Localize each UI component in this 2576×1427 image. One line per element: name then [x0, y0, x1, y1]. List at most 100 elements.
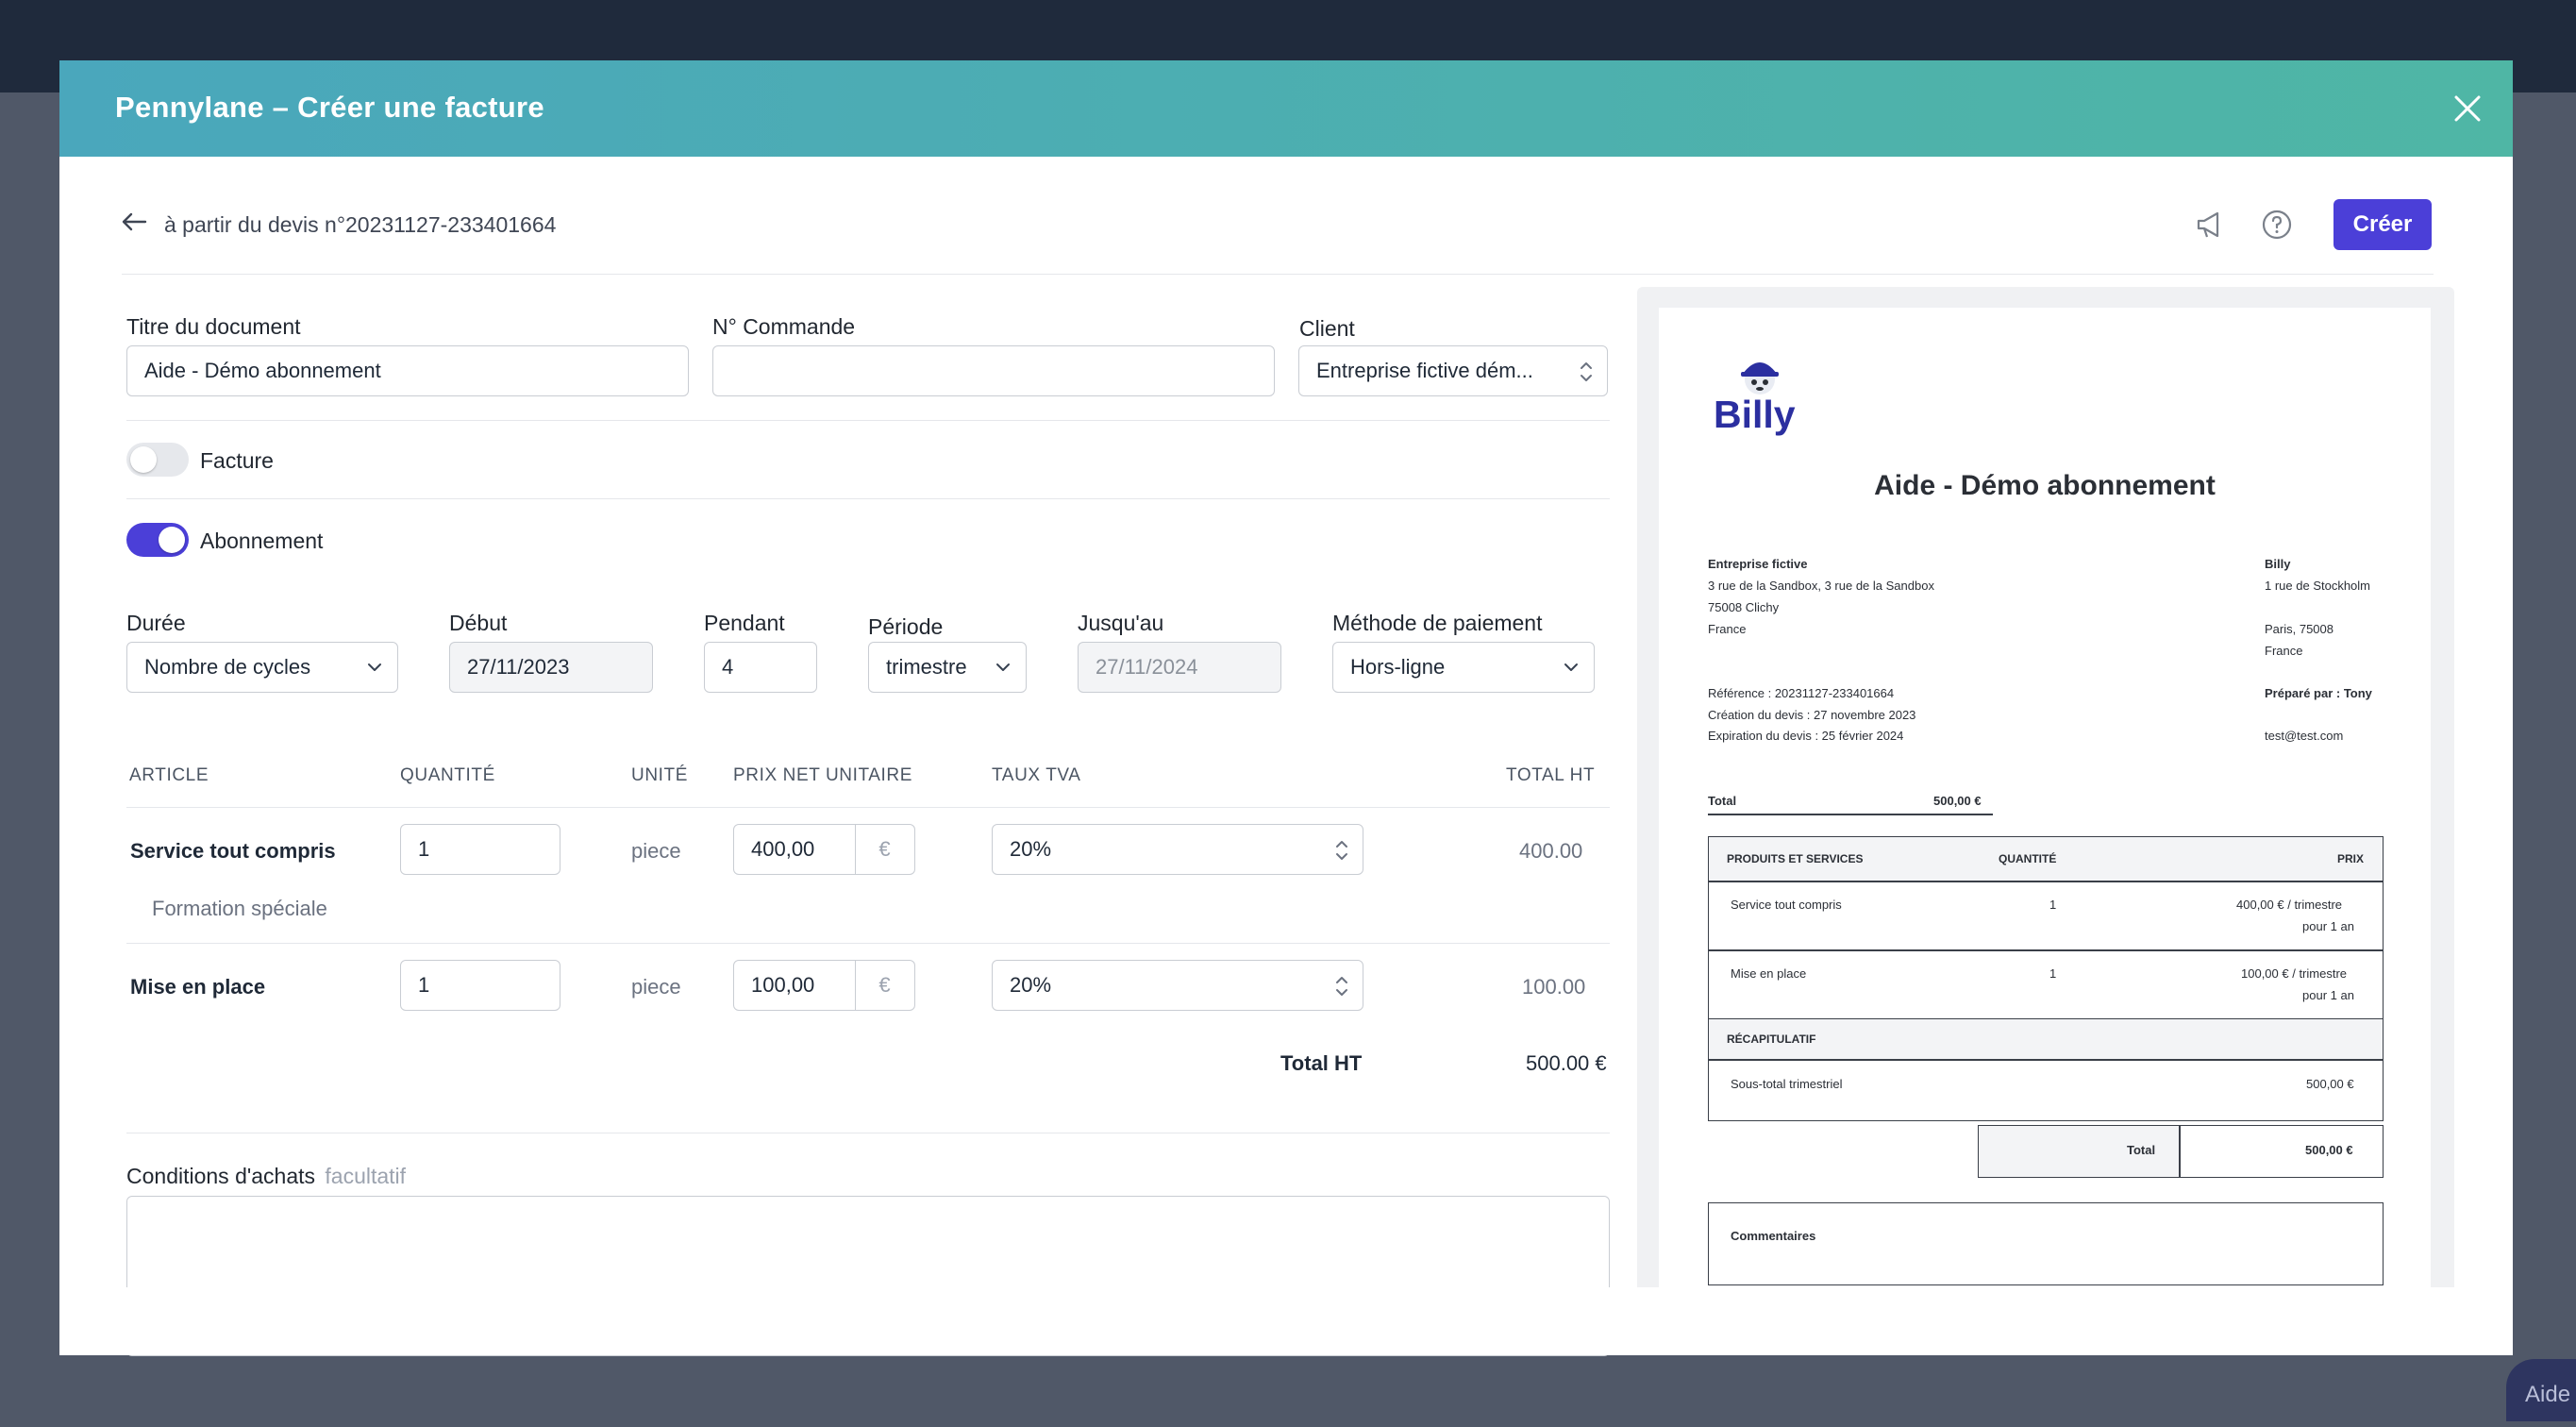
duree-select[interactable]: Nombre de cycles — [126, 642, 398, 693]
client-select[interactable]: Entreprise fictive dém... — [1298, 345, 1608, 396]
row2-prix-input[interactable]: 100,00 — [733, 960, 856, 1011]
preview-products-table — [1708, 836, 2384, 1121]
modal-title: Pennylane – Créer une facture — [115, 91, 544, 124]
periode-select[interactable]: trimestre — [868, 642, 1027, 693]
preview-row1-price1: 400,00 € / trimestre — [2236, 898, 2342, 912]
row1-tva-select[interactable]: 20% — [992, 824, 1363, 875]
preview-subtotal-label: Sous-total trimestriel — [1731, 1077, 1843, 1091]
modal-footer-spacer — [59, 1287, 2513, 1355]
preview-client-country: France — [1708, 622, 1747, 636]
methode-label: Méthode de paiement — [1332, 611, 1543, 635]
client-label: Client — [1299, 316, 1355, 341]
row2-quantite-input[interactable]: 1 — [400, 960, 560, 1011]
row1-prix-input[interactable]: 400,00 — [733, 824, 856, 875]
preview-comments-label: Commentaires — [1731, 1229, 1816, 1243]
row2-prix-value: 100,00 — [751, 973, 815, 997]
row1-quantite-value: 1 — [418, 837, 430, 861]
preview-row1-qty: 1 — [2049, 898, 2057, 912]
preview-total-label: Total — [2127, 1143, 2156, 1157]
billy-logo-text: Billy — [1714, 393, 1796, 436]
preview-client-address1: 3 rue de la Sandbox, 3 rue de la Sandbox — [1708, 579, 1934, 593]
close-icon[interactable] — [2448, 89, 2487, 128]
duree-label: Durée — [126, 611, 186, 635]
row2-tva-select[interactable]: 20% — [992, 960, 1363, 1011]
pendant-value: 4 — [722, 655, 734, 679]
preview-creation: Création du devis : 27 novembre 2023 — [1708, 708, 1916, 722]
row2-article: Mise en place — [130, 975, 266, 999]
preview-client-name: Entreprise fictive — [1708, 557, 1808, 571]
th-tva: TAUX TVA — [992, 765, 1081, 785]
updown-chevron-icon — [1336, 977, 1347, 996]
help-button[interactable]: Aide — [2506, 1359, 2576, 1421]
periode-label: Période — [868, 614, 944, 639]
megaphone-icon[interactable] — [2191, 206, 2229, 243]
row1-description: Formation spéciale — [152, 897, 327, 920]
preview-row2-qty: 1 — [2049, 966, 2057, 981]
abonnement-toggle[interactable] — [126, 523, 189, 557]
form-divider-2 — [126, 498, 1610, 499]
preview-total-value: 500,00 € — [2305, 1143, 2353, 1157]
conditions-optional: facultatif — [325, 1164, 407, 1188]
jusquau-label: Jusqu'au — [1078, 611, 1164, 635]
row1-prix-value: 400,00 — [751, 837, 815, 861]
billy-mascot-icon — [1741, 362, 1779, 395]
help-circle-icon[interactable] — [2258, 206, 2296, 243]
preview-issuer-address1: 1 rue de Stockholm — [2265, 579, 2371, 593]
commande-input[interactable] — [712, 345, 1275, 396]
row2-tva-value: 20% — [1010, 973, 1052, 997]
preview-summary-total-value: 500,00 € — [1933, 794, 1982, 808]
preview-issuer-address2: Paris, 75008 — [2265, 622, 2333, 636]
pendant-input[interactable]: 4 — [704, 642, 817, 693]
jusquau-value: 27/11/2024 — [1096, 655, 1198, 679]
th-article: ARTICLE — [129, 765, 209, 785]
chevron-down-icon — [368, 663, 381, 671]
preview-recap-divider — [1708, 1059, 2384, 1061]
duree-value: Nombre de cycles — [144, 655, 311, 679]
preview-recap-bg — [1709, 1019, 2383, 1059]
row1-article: Service tout compris — [130, 839, 336, 863]
row1-total: 400.00 — [1519, 839, 1583, 863]
create-button[interactable]: Créer — [2333, 199, 2432, 250]
row1-quantite-input[interactable]: 1 — [400, 824, 560, 875]
preview-th-quantity: QUANTITÉ — [1999, 852, 2057, 865]
preview-row1-name: Service tout compris — [1731, 898, 1842, 912]
preview-th-products: PRODUITS ET SERVICES — [1727, 852, 1864, 865]
row2-currency: € — [855, 960, 915, 1011]
th-quantite: QUANTITÉ — [400, 765, 495, 785]
chevron-down-icon — [1564, 663, 1578, 671]
facture-label: Facture — [200, 448, 274, 473]
row-divider-1 — [126, 943, 1610, 944]
debut-input[interactable]: 27/11/2023 — [449, 642, 653, 693]
preview-email: test@test.com — [2265, 729, 2344, 743]
preview-summary-underline — [1708, 814, 1993, 815]
row1-currency: € — [855, 824, 915, 875]
chevron-down-icon — [996, 663, 1010, 671]
conditions-label: Conditions d'achats facultatif — [126, 1164, 406, 1189]
preview-comments-box — [1708, 1202, 2384, 1285]
pendant-label: Pendant — [704, 611, 785, 635]
preview-row2-name: Mise en place — [1731, 966, 1807, 981]
preview-prepared-by: Préparé par : Tony — [2265, 686, 2372, 700]
jusquau-input: 27/11/2024 — [1078, 642, 1281, 693]
debut-value: 27/11/2023 — [467, 655, 570, 679]
preview-client-address2: 75008 Clichy — [1708, 600, 1780, 614]
facture-toggle[interactable] — [126, 443, 189, 477]
th-total: TOTAL HT — [1506, 765, 1596, 785]
titre-label: Titre du document — [126, 314, 301, 339]
preview-issuer-country: France — [2265, 644, 2303, 658]
preview-recap-label: RÉCAPITULATIF — [1727, 1032, 1816, 1046]
back-link[interactable]: à partir du devis n°20231127-233401664 — [121, 206, 556, 243]
row1-unite: piece — [631, 839, 681, 863]
preview-expiration: Expiration du devis : 25 février 2024 — [1708, 729, 1904, 743]
preview-reference: Référence : 20231127-233401664 — [1708, 686, 1895, 700]
titre-input[interactable]: Aide - Démo abonnement — [126, 345, 689, 396]
row2-unite: piece — [631, 975, 681, 999]
titre-value: Aide - Démo abonnement — [144, 359, 381, 382]
methode-select[interactable]: Hors-ligne — [1332, 642, 1595, 693]
th-unite: UNITÉ — [631, 765, 688, 785]
preview-th-price: PRIX — [2337, 852, 2365, 865]
preview-row2-price2: pour 1 an — [2302, 988, 2354, 1002]
table-header-divider — [126, 807, 1610, 808]
updown-chevron-icon — [1336, 841, 1347, 860]
back-link-label: à partir du devis n°20231127-233401664 — [164, 211, 557, 237]
